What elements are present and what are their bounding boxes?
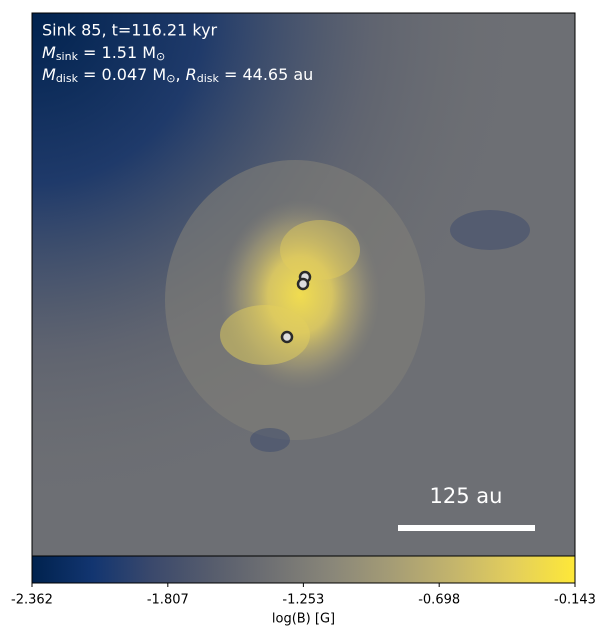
colorbar-tick-label: -1.253 <box>282 593 324 608</box>
text: = 0.047 M <box>78 65 166 84</box>
annotation: Sink 85, t=116.21 kyr <box>42 21 218 40</box>
colorbar-tick-label: -0.698 <box>418 593 460 608</box>
disk-properties: Mdisk = 0.047 M⊙, Rdisk = 44.65 au <box>42 65 313 86</box>
subscript: disk <box>56 72 79 85</box>
text: = 44.65 au <box>219 65 313 84</box>
symbol: R <box>186 65 197 84</box>
scale-bar <box>398 525 535 531</box>
colorbar-label: log(B) [G] <box>272 612 335 627</box>
scale-bar-label: 125 au <box>430 484 503 508</box>
colorbar-tick-label: -1.807 <box>147 593 189 608</box>
sink-markers <box>280 270 312 344</box>
unit-subscript: ⊙ <box>166 72 175 85</box>
colorbar <box>31 555 576 584</box>
colorbar-tick-label: -0.143 <box>554 593 596 608</box>
unit-subscript: ⊙ <box>156 50 165 63</box>
colorbar-tick-label: -2.362 <box>11 593 53 608</box>
separator: , <box>175 65 185 84</box>
sink-mass: Msink = 1.51 M⊙ <box>42 43 165 64</box>
symbol: M <box>42 43 56 62</box>
subscript: sink <box>56 50 79 63</box>
subscript: disk <box>197 72 220 85</box>
symbol: M <box>42 65 56 84</box>
text: = 1.51 M <box>78 43 156 62</box>
